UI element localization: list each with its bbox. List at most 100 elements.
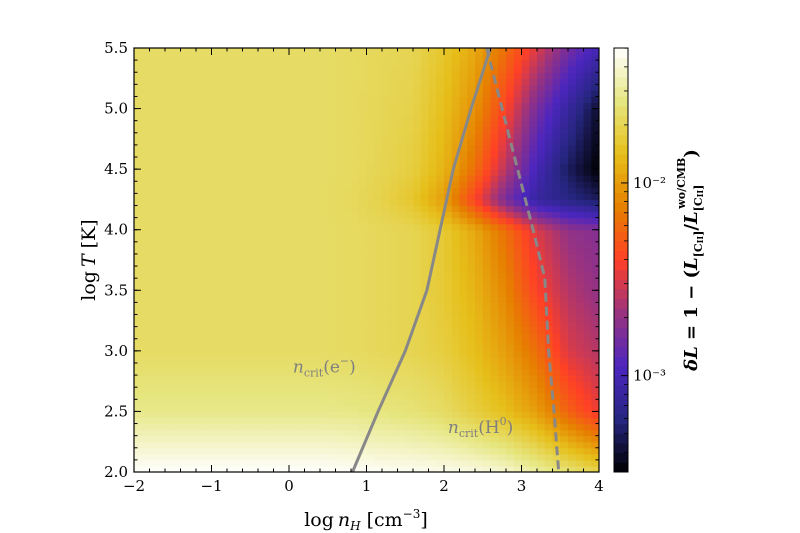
heatmap-cell bbox=[351, 54, 360, 61]
heatmap-cell bbox=[242, 381, 251, 388]
heatmap-cell bbox=[498, 223, 507, 231]
heatmap-cell bbox=[560, 272, 569, 279]
heatmap-cell bbox=[529, 399, 538, 406]
heatmap-cell bbox=[281, 169, 290, 176]
heatmap-cell bbox=[141, 278, 151, 285]
heatmap-cell bbox=[265, 205, 275, 213]
heatmap-cell bbox=[327, 157, 337, 164]
heatmap-cell bbox=[513, 150, 523, 158]
heatmap-cell bbox=[560, 284, 569, 291]
heatmap-cell bbox=[180, 320, 189, 328]
heatmap-cell bbox=[234, 308, 244, 316]
heatmap-cell bbox=[397, 175, 406, 182]
heatmap-cell bbox=[467, 375, 476, 382]
heatmap-cell bbox=[335, 205, 344, 213]
heatmap-cell bbox=[382, 332, 391, 340]
heatmap-cell bbox=[320, 338, 329, 346]
heatmap-cell bbox=[180, 102, 189, 110]
heatmap-cell bbox=[188, 229, 197, 237]
heatmap-cell bbox=[343, 150, 352, 158]
heatmap-cell bbox=[327, 102, 337, 110]
heatmap-cell bbox=[265, 308, 275, 316]
heatmap-cell bbox=[304, 138, 313, 146]
heatmap-cell bbox=[482, 193, 492, 201]
heatmap-cell bbox=[521, 375, 530, 382]
heatmap-cell bbox=[250, 369, 259, 376]
heatmap-cell bbox=[436, 211, 445, 219]
heatmap-cell bbox=[513, 441, 523, 449]
heatmap-cell bbox=[165, 320, 174, 328]
colorbar-segment bbox=[614, 404, 628, 415]
heatmap-cell bbox=[560, 405, 569, 413]
heatmap-cell bbox=[335, 54, 344, 61]
heatmap-cell bbox=[568, 429, 577, 437]
heatmap-cell bbox=[358, 453, 368, 461]
heatmap-cell bbox=[451, 253, 461, 261]
heatmap-cell bbox=[157, 175, 166, 182]
heatmap-cell bbox=[389, 175, 399, 182]
heatmap-cell bbox=[157, 393, 166, 400]
heatmap-cell bbox=[506, 290, 515, 297]
heatmap-cell bbox=[296, 338, 306, 346]
heatmap-cell bbox=[335, 459, 344, 467]
heatmap-cell bbox=[482, 253, 492, 261]
heatmap-cell bbox=[544, 132, 554, 140]
heatmap-cell bbox=[320, 429, 329, 437]
heatmap-cell bbox=[335, 411, 344, 419]
heatmap-cell bbox=[172, 362, 182, 370]
heatmap-cell bbox=[234, 429, 244, 437]
heatmap-cell bbox=[312, 48, 321, 55]
heatmap-cell bbox=[188, 253, 197, 261]
heatmap-cell bbox=[382, 223, 391, 231]
heatmap-cell bbox=[583, 90, 592, 98]
heatmap-cell bbox=[459, 181, 468, 188]
heatmap-cell bbox=[250, 399, 259, 406]
heatmap-cell bbox=[544, 423, 554, 431]
heatmap-cell bbox=[575, 350, 585, 358]
heatmap-cell bbox=[490, 266, 499, 273]
heatmap-cell bbox=[296, 411, 306, 419]
heatmap-cell bbox=[289, 181, 298, 188]
heatmap-cell bbox=[382, 447, 391, 455]
heatmap-cell bbox=[265, 114, 275, 122]
heatmap-cell bbox=[568, 247, 577, 255]
heatmap-cell bbox=[203, 72, 213, 79]
heatmap-cell bbox=[165, 302, 174, 310]
heatmap-cell bbox=[196, 217, 205, 225]
heatmap-cell bbox=[405, 247, 414, 255]
heatmap-cell bbox=[366, 405, 375, 413]
heatmap-cell bbox=[289, 253, 298, 261]
heatmap-cell bbox=[521, 217, 530, 225]
heatmap-cell bbox=[165, 417, 174, 425]
heatmap-cell bbox=[327, 108, 337, 116]
heatmap-cell bbox=[188, 284, 197, 291]
heatmap-cell bbox=[227, 78, 236, 85]
heatmap-cell bbox=[180, 356, 189, 364]
heatmap-cell bbox=[312, 108, 321, 116]
heatmap-cell bbox=[149, 169, 158, 176]
heatmap-cell bbox=[289, 266, 298, 273]
heatmap-cell bbox=[327, 278, 337, 285]
colorbar-segment bbox=[614, 154, 628, 165]
heatmap-cell bbox=[521, 266, 530, 273]
heatmap-cell bbox=[219, 96, 228, 104]
heatmap-cell bbox=[366, 338, 375, 346]
heatmap-cell bbox=[389, 54, 399, 61]
heatmap-cell bbox=[428, 411, 437, 419]
heatmap-cell bbox=[575, 447, 585, 455]
heatmap-cell bbox=[141, 66, 151, 73]
heatmap-cell bbox=[475, 72, 484, 79]
heatmap-cell bbox=[459, 199, 468, 207]
heatmap-cell bbox=[366, 120, 375, 128]
heatmap-cell bbox=[320, 169, 329, 176]
heatmap-cell bbox=[242, 417, 251, 425]
heatmap-cell bbox=[552, 399, 561, 406]
heatmap-cell bbox=[405, 114, 414, 122]
heatmap-cell bbox=[475, 169, 484, 176]
heatmap-cell bbox=[335, 278, 344, 285]
heatmap-cell bbox=[320, 320, 329, 328]
heatmap-cell bbox=[529, 296, 538, 303]
heatmap-cell bbox=[560, 320, 569, 328]
heatmap-cell bbox=[165, 175, 174, 182]
heatmap-cell bbox=[560, 102, 569, 110]
